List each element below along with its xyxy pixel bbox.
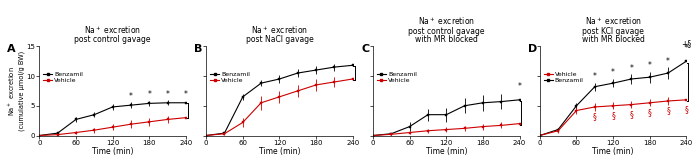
Text: §: § [611,111,615,120]
Text: A: A [7,44,15,54]
Text: *: * [611,68,615,77]
Text: *: * [629,64,634,73]
Text: *: * [648,61,652,70]
Title: Na$^+$ excretion
post KCl gavage
with MR blocked: Na$^+$ excretion post KCl gavage with MR… [0,162,1,163]
Text: *: * [129,92,133,101]
Text: C: C [361,44,370,54]
Text: post KCl gavage: post KCl gavage [582,27,644,36]
Text: §: § [629,110,634,119]
Text: with MR blocked: with MR blocked [415,36,477,44]
Text: post control gavage: post control gavage [74,36,151,44]
Text: §: § [648,108,652,117]
Text: D: D [528,44,538,54]
Y-axis label: Na$^+$ excretion
(cumulative μmol/g BW): Na$^+$ excretion (cumulative μmol/g BW) [7,51,24,131]
Text: *: * [685,44,688,53]
Legend: Benzamil, Vehicle: Benzamil, Vehicle [376,72,417,84]
Text: §: § [593,112,596,121]
Text: Na$^+$ excretion: Na$^+$ excretion [584,15,642,27]
Text: +§: +§ [681,39,692,48]
Text: *: * [666,57,670,66]
Text: Na$^+$ excretion: Na$^+$ excretion [84,24,141,36]
Text: post control gavage: post control gavage [408,27,484,36]
Title: Na$^+$ excretion
post NaCl gavage: Na$^+$ excretion post NaCl gavage [0,162,1,163]
Text: Na$^+$ excretion: Na$^+$ excretion [251,24,308,36]
Title: Na$^+$ excretion
post control gavage: Na$^+$ excretion post control gavage [0,162,1,163]
Text: B: B [195,44,203,54]
Legend: Benzamil, Vehicle: Benzamil, Vehicle [43,72,84,84]
X-axis label: Time (min): Time (min) [92,147,134,156]
X-axis label: Time (min): Time (min) [426,147,467,156]
Text: *: * [184,90,188,99]
Text: post NaCl gavage: post NaCl gavage [246,36,314,44]
Text: *: * [147,90,151,99]
Text: §: § [685,105,688,114]
Text: *: * [166,90,169,99]
Text: *: * [518,82,522,91]
Text: *: * [593,72,596,81]
Title: Na$^+$ excretion
post control gavage
with MR blocked: Na$^+$ excretion post control gavage wit… [0,162,1,163]
Text: §: § [666,106,670,115]
Text: Na$^+$ excretion: Na$^+$ excretion [418,15,475,27]
X-axis label: Time (min): Time (min) [592,147,634,156]
Legend: Vehicle, Benzamil: Vehicle, Benzamil [543,72,584,84]
Text: with MR blocked: with MR blocked [582,36,645,44]
X-axis label: Time (min): Time (min) [259,147,300,156]
Legend: Benzamil, Vehicle: Benzamil, Vehicle [209,72,251,84]
